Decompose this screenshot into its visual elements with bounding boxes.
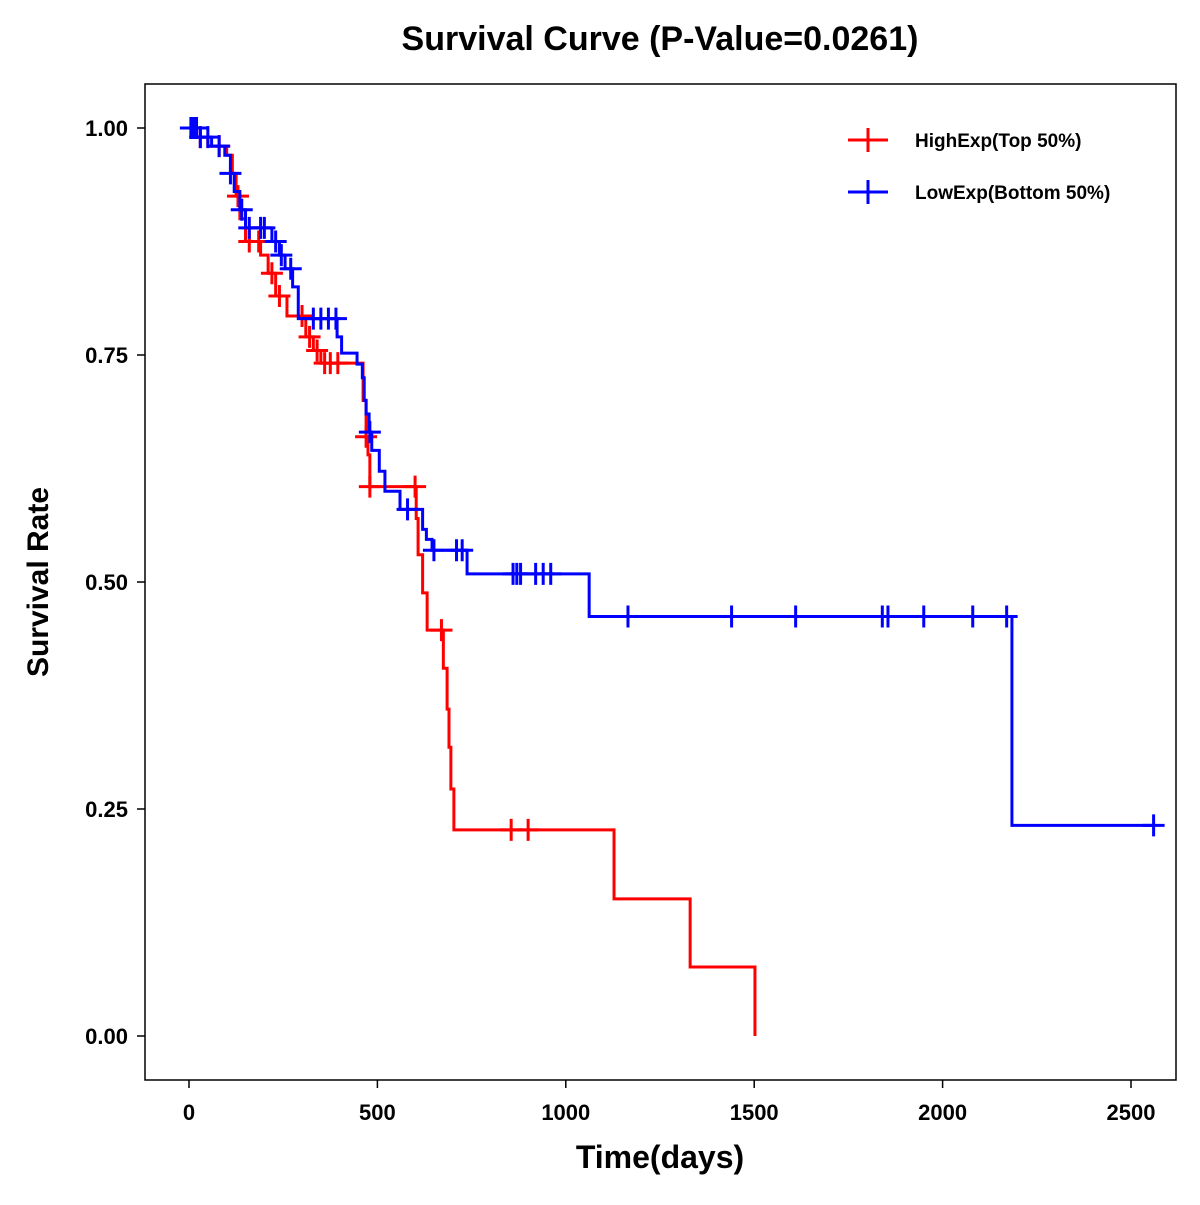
censor-mark [1142,814,1165,837]
censor-mark [404,475,427,498]
legend-label: HighExp(Top 50%) [915,131,1081,152]
x-tick-label: 1000 [541,1100,590,1125]
censor-mark [355,425,378,448]
censor-mark [306,339,329,362]
chart-title: Survival Curve (P-Value=0.0261) [402,20,919,58]
x-axis-label: Time(days) [576,1139,744,1175]
legend-key-icon [848,128,888,152]
censor-mark [396,498,419,521]
censor-mark [260,262,283,285]
legend-key-icon [848,180,888,204]
censor-mark [268,284,291,307]
y-tick-label: 0.25 [85,797,128,822]
censor-mark [264,230,287,253]
censor-mark [230,198,253,221]
censor-mark [219,162,242,185]
censor-mark [876,605,899,628]
censor-mark [995,605,1018,628]
censor-mark [422,539,445,562]
censor-mark [185,117,208,139]
censor-mark [279,257,302,280]
survival-curve-low [189,126,1154,827]
censor-mark [430,619,453,642]
censor-mark [358,421,381,444]
y-tick-label: 0.75 [85,343,128,368]
censor-mark [324,307,347,330]
censor-mark [326,352,349,375]
plot-frame [144,83,1177,1081]
censor-mark [961,605,984,628]
x-tick-label: 1500 [730,1100,779,1125]
censor-mark [291,304,314,327]
x-tick-label: 2500 [1107,1100,1156,1125]
survival-curve-high [189,126,757,1036]
censor-mark [784,605,807,628]
x-tick-label: 2000 [918,1100,967,1125]
censor-mark [451,539,474,562]
censor-mark [912,605,935,628]
censor-mark [720,605,743,628]
censor-mark [253,216,276,239]
y-axis-label: Survival Rate [22,487,55,677]
x-tick-label: 0 [183,1100,195,1125]
censor-mark [270,244,293,267]
censor-mark [298,325,321,348]
y-tick-label: 0.00 [85,1024,128,1049]
censor-mark [358,475,381,498]
censor-mark [196,126,219,149]
x-tick-label: 500 [359,1100,396,1125]
censor-mark [208,135,231,158]
legend: HighExp(Top 50%) LowExp(Bottom 50%) [848,128,1110,204]
censor-mark [539,562,562,585]
censor-mark [226,185,249,208]
y-tick-label: 0.50 [85,570,128,595]
censor-mark [517,818,540,841]
y-tick-label: 1.00 [85,116,128,141]
censor-mark [616,605,639,628]
legend-label: LowExp(Bottom 50%) [915,183,1110,204]
